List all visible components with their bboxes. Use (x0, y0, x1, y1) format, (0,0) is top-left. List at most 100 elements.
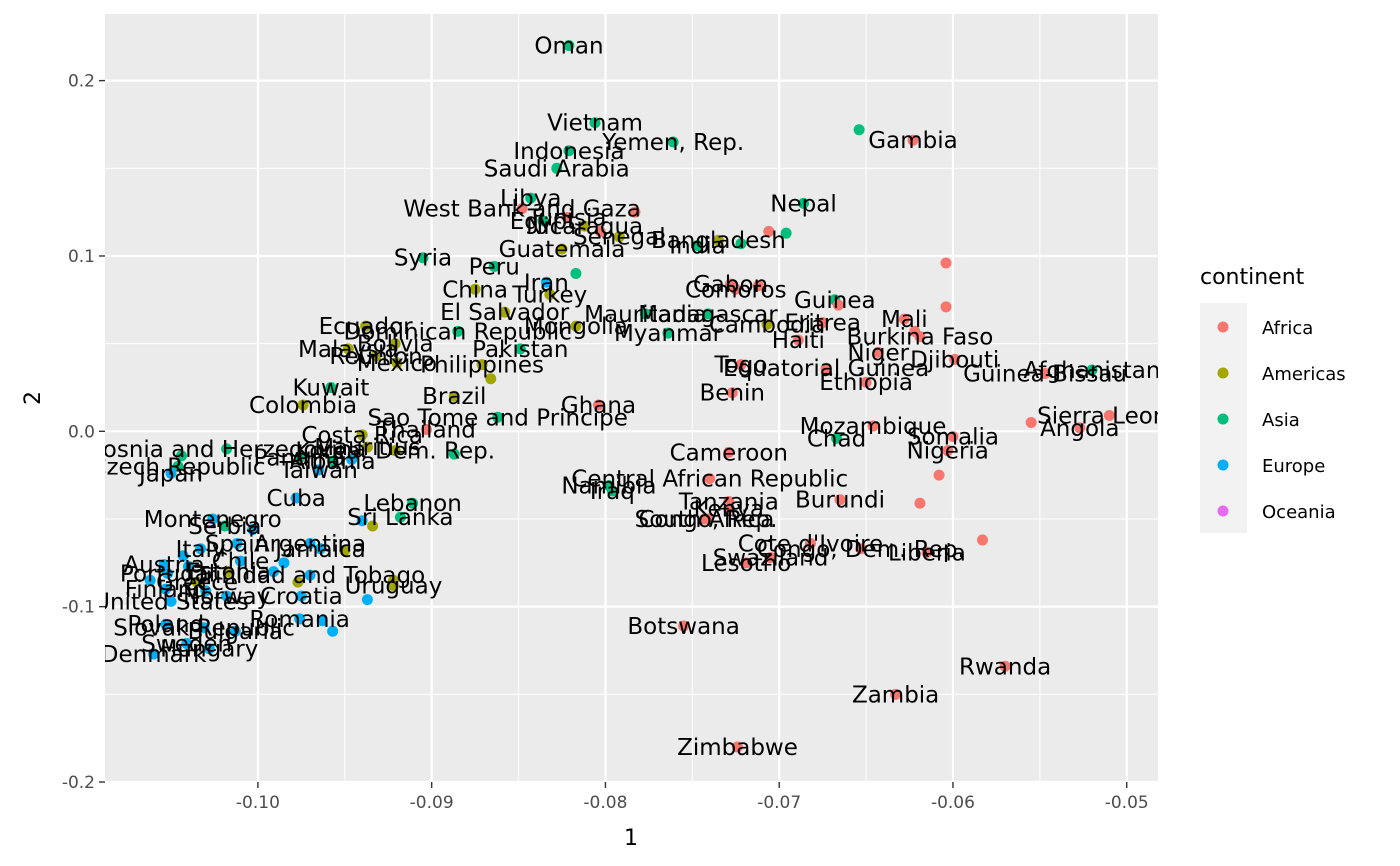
point-label: Pakistan (472, 337, 568, 363)
point-label: Sao Tome and Principe (367, 405, 627, 431)
data-point (1086, 364, 1098, 376)
data-point (148, 648, 160, 660)
data-point (1039, 367, 1051, 379)
point-label: Egypt (510, 209, 576, 235)
point-label: Swaziland (713, 546, 829, 572)
point-label: Somalia (907, 425, 999, 451)
point-label: China (442, 277, 508, 303)
point-label: Burundi (795, 488, 885, 514)
x-tick-label: -0.05 (1105, 793, 1149, 813)
data-point (294, 452, 306, 464)
point-label: Mauritius (314, 435, 420, 461)
data-point (268, 566, 280, 578)
data-point (181, 637, 193, 649)
point-label: Mauritania (584, 302, 707, 328)
point-label: Slovak Republic (113, 616, 295, 642)
data-point (544, 289, 556, 301)
point-label: Serbia (188, 514, 261, 540)
point-label: Madagascar (638, 302, 778, 328)
data-point (629, 206, 641, 218)
data-point (853, 124, 865, 136)
data-point (592, 399, 604, 411)
legend-label: Europe (1262, 456, 1325, 477)
point-label: Benin (700, 381, 765, 407)
point-label: Reunion (329, 344, 422, 370)
point-label: Cote d'Ivoire (738, 532, 884, 558)
data-point (1025, 417, 1037, 429)
point-label: Malaysia (298, 337, 399, 363)
points-layer (144, 40, 1115, 753)
point-label: Cameroon (670, 440, 788, 466)
data-point (342, 343, 354, 355)
data-point (313, 464, 325, 476)
point-label: Hungary (160, 637, 258, 663)
point-label: Philippines (420, 353, 544, 379)
point-label: Lebanon (363, 491, 461, 517)
point-label: Poland (127, 612, 204, 638)
data-point (692, 239, 704, 251)
y-tick-label: 0.1 (68, 247, 95, 267)
point-label: Denmark (101, 642, 207, 668)
point-label: Myanmar (614, 321, 723, 347)
data-point (898, 313, 910, 325)
data-point (914, 331, 926, 343)
data-point (1074, 422, 1086, 434)
data-point (294, 613, 306, 625)
data-point (327, 625, 339, 637)
point-label: Ghana (561, 393, 636, 419)
y-tick-label: -0.1 (62, 598, 95, 618)
legend-key (1217, 459, 1229, 471)
point-label: Togo (714, 353, 768, 379)
point-label: Central African Republic (571, 467, 848, 493)
point-label: Montenegro (144, 507, 282, 533)
point-label: South Africa (635, 507, 775, 533)
data-point (540, 276, 552, 288)
point-label: Dominican Republic (343, 319, 571, 345)
data-point (304, 569, 316, 581)
point-label: Turkey (511, 283, 587, 309)
point-label: Niger (847, 340, 909, 366)
y-tick-label: -0.2 (62, 773, 95, 793)
data-point (570, 320, 582, 332)
data-point (662, 327, 674, 339)
legend-entries: Africa Americas Asia Europe Oceania (1217, 318, 1346, 523)
x-axis: -0.10 -0.09 -0.08 -0.07 -0.06 -0.05 (236, 782, 1149, 813)
data-point (420, 424, 432, 436)
data-point (525, 192, 537, 204)
data-point (740, 557, 752, 569)
data-point (195, 543, 207, 555)
data-point (872, 346, 884, 358)
point-label: Japan (137, 461, 203, 487)
data-point (207, 513, 219, 525)
data-point (304, 538, 316, 550)
y-axis: -0.2 -0.1 0.0 0.1 0.2 (62, 72, 105, 793)
data-point (570, 268, 582, 280)
point-label: Nigeria (907, 439, 989, 465)
y-tick-label: 0.0 (68, 422, 95, 442)
point-label: Thailand (376, 418, 476, 444)
point-label: Zambia (852, 682, 939, 708)
point-label: Saudi Arabia (484, 156, 630, 182)
x-tick-label: -0.07 (757, 793, 801, 813)
point-label: Brazil (422, 384, 486, 410)
grid-major (105, 14, 1158, 784)
data-point (361, 441, 373, 453)
data-point (469, 283, 481, 295)
data-point (231, 538, 243, 550)
data-point (452, 325, 464, 337)
data-point (191, 576, 203, 588)
data-point (921, 546, 933, 558)
data-point (448, 448, 460, 460)
point-label: Finland (125, 577, 207, 603)
x-axis-title: 1 (624, 826, 638, 851)
data-point (907, 134, 919, 146)
legend-label: Asia (1262, 410, 1300, 431)
data-point (356, 515, 368, 527)
data-point (346, 453, 358, 465)
data-point (977, 534, 988, 546)
data-point (726, 387, 738, 399)
data-point (297, 399, 309, 411)
point-label: Comoros (685, 277, 787, 303)
point-label: Mozambique (800, 414, 947, 440)
point-label: Cambodia (709, 312, 825, 338)
